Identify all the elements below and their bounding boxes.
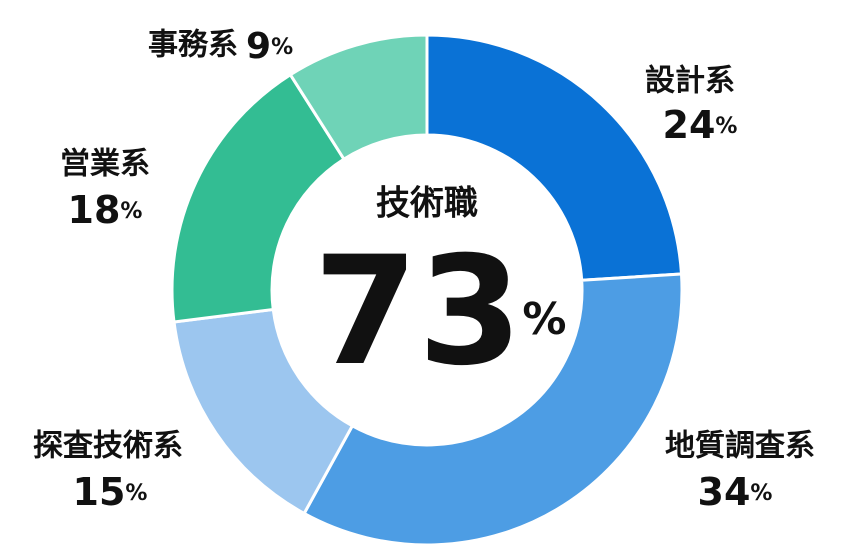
- category-label: 地質調査系: [665, 429, 815, 464]
- slices: [170, 33, 684, 547]
- center-value: 73%: [314, 225, 567, 399]
- value-label: 24%: [663, 103, 738, 147]
- value-label: 15%: [73, 470, 148, 514]
- value-label: 9%: [246, 26, 293, 67]
- value-label: 34%: [698, 470, 773, 514]
- slice: [288, 33, 429, 162]
- slice: [170, 72, 347, 324]
- category-label: 探査技術系: [33, 429, 183, 464]
- center-label: 技術職: [376, 184, 478, 224]
- value-label: 18%: [68, 188, 143, 232]
- slice: [302, 272, 684, 547]
- slice: [425, 33, 684, 282]
- category-label: 事務系: [148, 28, 238, 63]
- category-label: 設計系: [645, 64, 735, 99]
- category-label: 営業系: [60, 147, 150, 182]
